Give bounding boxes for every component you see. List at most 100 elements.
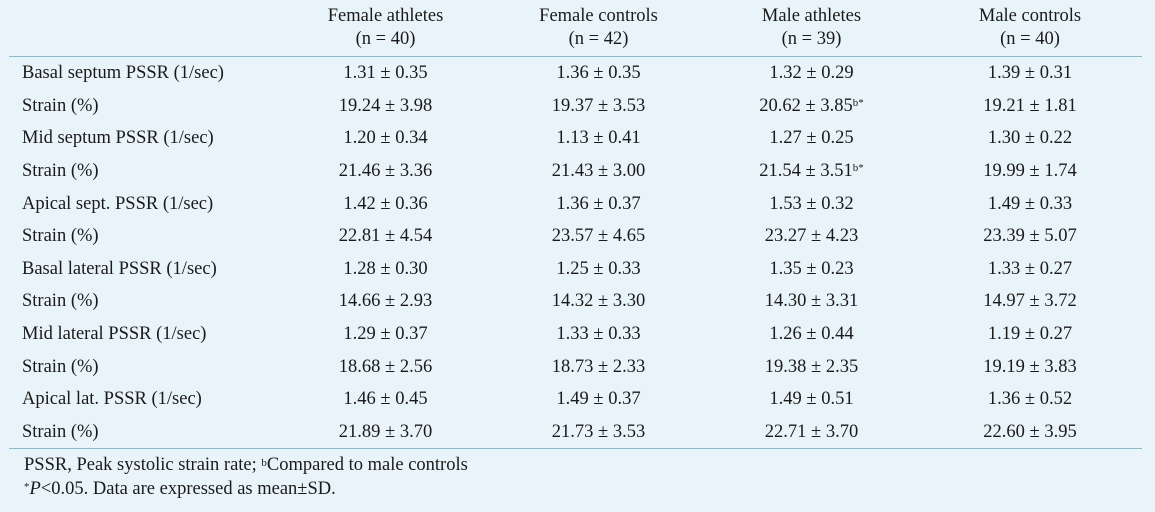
row-label: Strain (%) [9,415,279,450]
table-cell: 19.99 ± 1.74 [918,155,1142,188]
table-row: Strain (%) 21.89 ± 3.70 21.73 ± 3.53 22.71 … [9,415,1142,450]
table-cell: 19.38 ± 2.35 [705,350,918,383]
cell-value: 21.46 ± 3.36 [338,161,433,182]
cell-value: 20.62 ± 3.85 [759,95,853,116]
cell-value: 1.20 ± 0.34 [343,128,428,149]
table-cell: 1.33 ± 0.27 [918,253,1142,286]
table-cell: 22.71 ± 3.70 [705,415,918,450]
table-cell: 1.46 ± 0.45 [279,383,492,416]
cell-value: 1.36 ± 0.35 [556,63,641,84]
cell-value: 1.36 ± 0.52 [987,389,1073,410]
table-cell: 1.33 ± 0.33 [492,318,705,351]
cell-value: 19.19 ± 3.83 [983,356,1077,377]
row-label: Basal septum PSSR (1/sec) [22,63,224,84]
footnote-significance-text: <0.05. Data are expressed as mean±SD. [40,479,336,499]
cell-value: 1.39 ± 0.31 [987,63,1073,84]
column-header-title: Female athletes [327,6,444,26]
table-cell: 1.49 ± 0.33 [918,187,1142,220]
table-row: Strain (%) 21.46 ± 3.36 21.43 ± 3.00 21.54 … [9,155,1142,188]
header-row: Female athletes (n = 40) Female controls… [9,0,1142,57]
cell-superscript: b* [852,96,864,109]
table-cell: 23.27 ± 4.23 [705,220,918,253]
cell-value: 1.19 ± 0.27 [987,324,1073,345]
table-cell: 1.49 ± 0.37 [492,383,705,416]
table-cell: 23.39 ± 5.07 [918,220,1142,253]
row-label: Strain (%) [22,291,99,312]
table-cell: 19.21 ± 1.81 [918,90,1142,123]
cell-superscript: b* [852,162,864,175]
table-cell: 1.28 ± 0.30 [279,253,492,286]
table-cell: 1.36 ± 0.37 [492,187,705,220]
cell-value: 19.21 ± 1.81 [983,95,1077,116]
cell-value: 1.53 ± 0.32 [769,193,854,214]
table-cell: 22.60 ± 3.95 [918,415,1142,450]
row-label: Mid lateral PSSR (1/sec) [22,324,207,345]
cell-value: 1.49 ± 0.51 [769,389,854,410]
cell-value: 19.38 ± 2.35 [764,356,859,377]
table-cell: 1.25 ± 0.33 [492,253,705,286]
table-body: Basal septum PSSR (1/sec) 1.31 ± 0.35 1.36… [9,57,1142,450]
cell-value: 22.71 ± 3.70 [764,421,859,442]
column-header-title: Male controls [978,6,1082,26]
table-cell: 21.89 ± 3.70 [279,415,492,450]
table-cell: 14.97 ± 3.72 [918,285,1142,318]
cell-value: 19.37 ± 3.53 [551,95,646,116]
cell-value: 23.57 ± 4.65 [551,226,646,247]
table-row: Apical lat. PSSR (1/sec) 1.46 ± 0.45 1.49 … [9,383,1142,416]
cell-value: 1.25 ± 0.33 [556,258,641,279]
table-row: Basal septum PSSR (1/sec) 1.31 ± 0.35 1.36… [9,57,1142,90]
cell-value: 21.89 ± 3.70 [338,421,433,442]
table-container: Female athletes (n = 40) Female controls… [9,0,1142,450]
cell-value: 19.24 ± 3.98 [338,95,433,116]
cell-value: 14.97 ± 3.72 [983,291,1077,312]
column-header-count: (n = 42) [568,29,629,49]
table-row: Strain (%) 18.68 ± 2.56 18.73 ± 2.33 19.38 … [9,350,1142,383]
row-label: Apical sept. PSSR (1/sec) [22,193,214,214]
footnote-line-2: *P<0.05. Data are expressed as mean±SD. [24,477,468,501]
cell-value: 1.13 ± 0.41 [556,128,641,149]
column-header-female-controls: Female controls (n = 42) [492,0,705,57]
column-header-male-athletes: Male athletes (n = 39) [705,0,918,57]
cell-value: 1.26 ± 0.44 [769,324,854,345]
table-cell: 21.46 ± 3.36 [279,155,492,188]
table-cell: 1.49 ± 0.51 [705,383,918,416]
column-header-male-controls: Male controls (n = 40) [918,0,1142,57]
row-label: Strain (%) [22,161,99,182]
table-cell: 14.30 ± 3.31 [705,285,918,318]
cell-value: 22.60 ± 3.95 [983,421,1077,442]
table-cell: 1.20 ± 0.34 [279,122,492,155]
results-table: Female athletes (n = 40) Female controls… [9,0,1142,450]
footnote-abbreviation: PSSR, Peak systolic strain rate; [24,455,262,475]
cell-value: 1.29 ± 0.37 [343,324,428,345]
cell-value: 18.68 ± 2.56 [338,356,433,377]
table-cell: 21.43 ± 3.00 [492,155,705,188]
table-cell: 14.32 ± 3.30 [492,285,705,318]
cell-value: 21.54 ± 3.51 [759,161,853,182]
table-cell: 22.81 ± 4.54 [279,220,492,253]
cell-value: 1.33 ± 0.27 [987,258,1073,279]
row-label: Strain (%) [22,356,99,377]
footnote-p-symbol: P [29,479,41,499]
table-cell: 1.31 ± 0.35 [279,57,492,90]
footnote-b-text: Compared to male controls [266,455,468,475]
table-cell: 1.27 ± 0.25 [705,122,918,155]
cell-value: 21.43 ± 3.00 [551,161,646,182]
cell-value: 1.30 ± 0.22 [987,128,1073,149]
row-label: Basal lateral PSSR (1/sec) [22,258,217,279]
cell-value: 22.81 ± 4.54 [338,226,433,247]
cell-value: 21.73 ± 3.53 [551,421,646,442]
table-row: Basal lateral PSSR (1/sec) 1.28 ± 0.30 1.2… [9,253,1142,286]
footnote-marker-star: * [24,481,30,493]
table-cell: 14.66 ± 2.93 [279,285,492,318]
table-row: Strain (%) 22.81 ± 4.54 23.57 ± 4.65 23.27 … [9,220,1142,253]
cell-value: 14.32 ± 3.30 [551,291,646,312]
cell-value: 1.49 ± 0.33 [987,193,1073,214]
row-label: Strain (%) [22,226,99,247]
table-cell: 19.37 ± 3.53 [492,90,705,123]
cell-value: 1.35 ± 0.23 [769,258,854,279]
table-cell: 23.57 ± 4.65 [492,220,705,253]
column-header-count: (n = 40) [1000,29,1060,49]
cell-value: 1.36 ± 0.37 [556,193,641,214]
cell-value: 14.66 ± 2.93 [338,291,433,312]
